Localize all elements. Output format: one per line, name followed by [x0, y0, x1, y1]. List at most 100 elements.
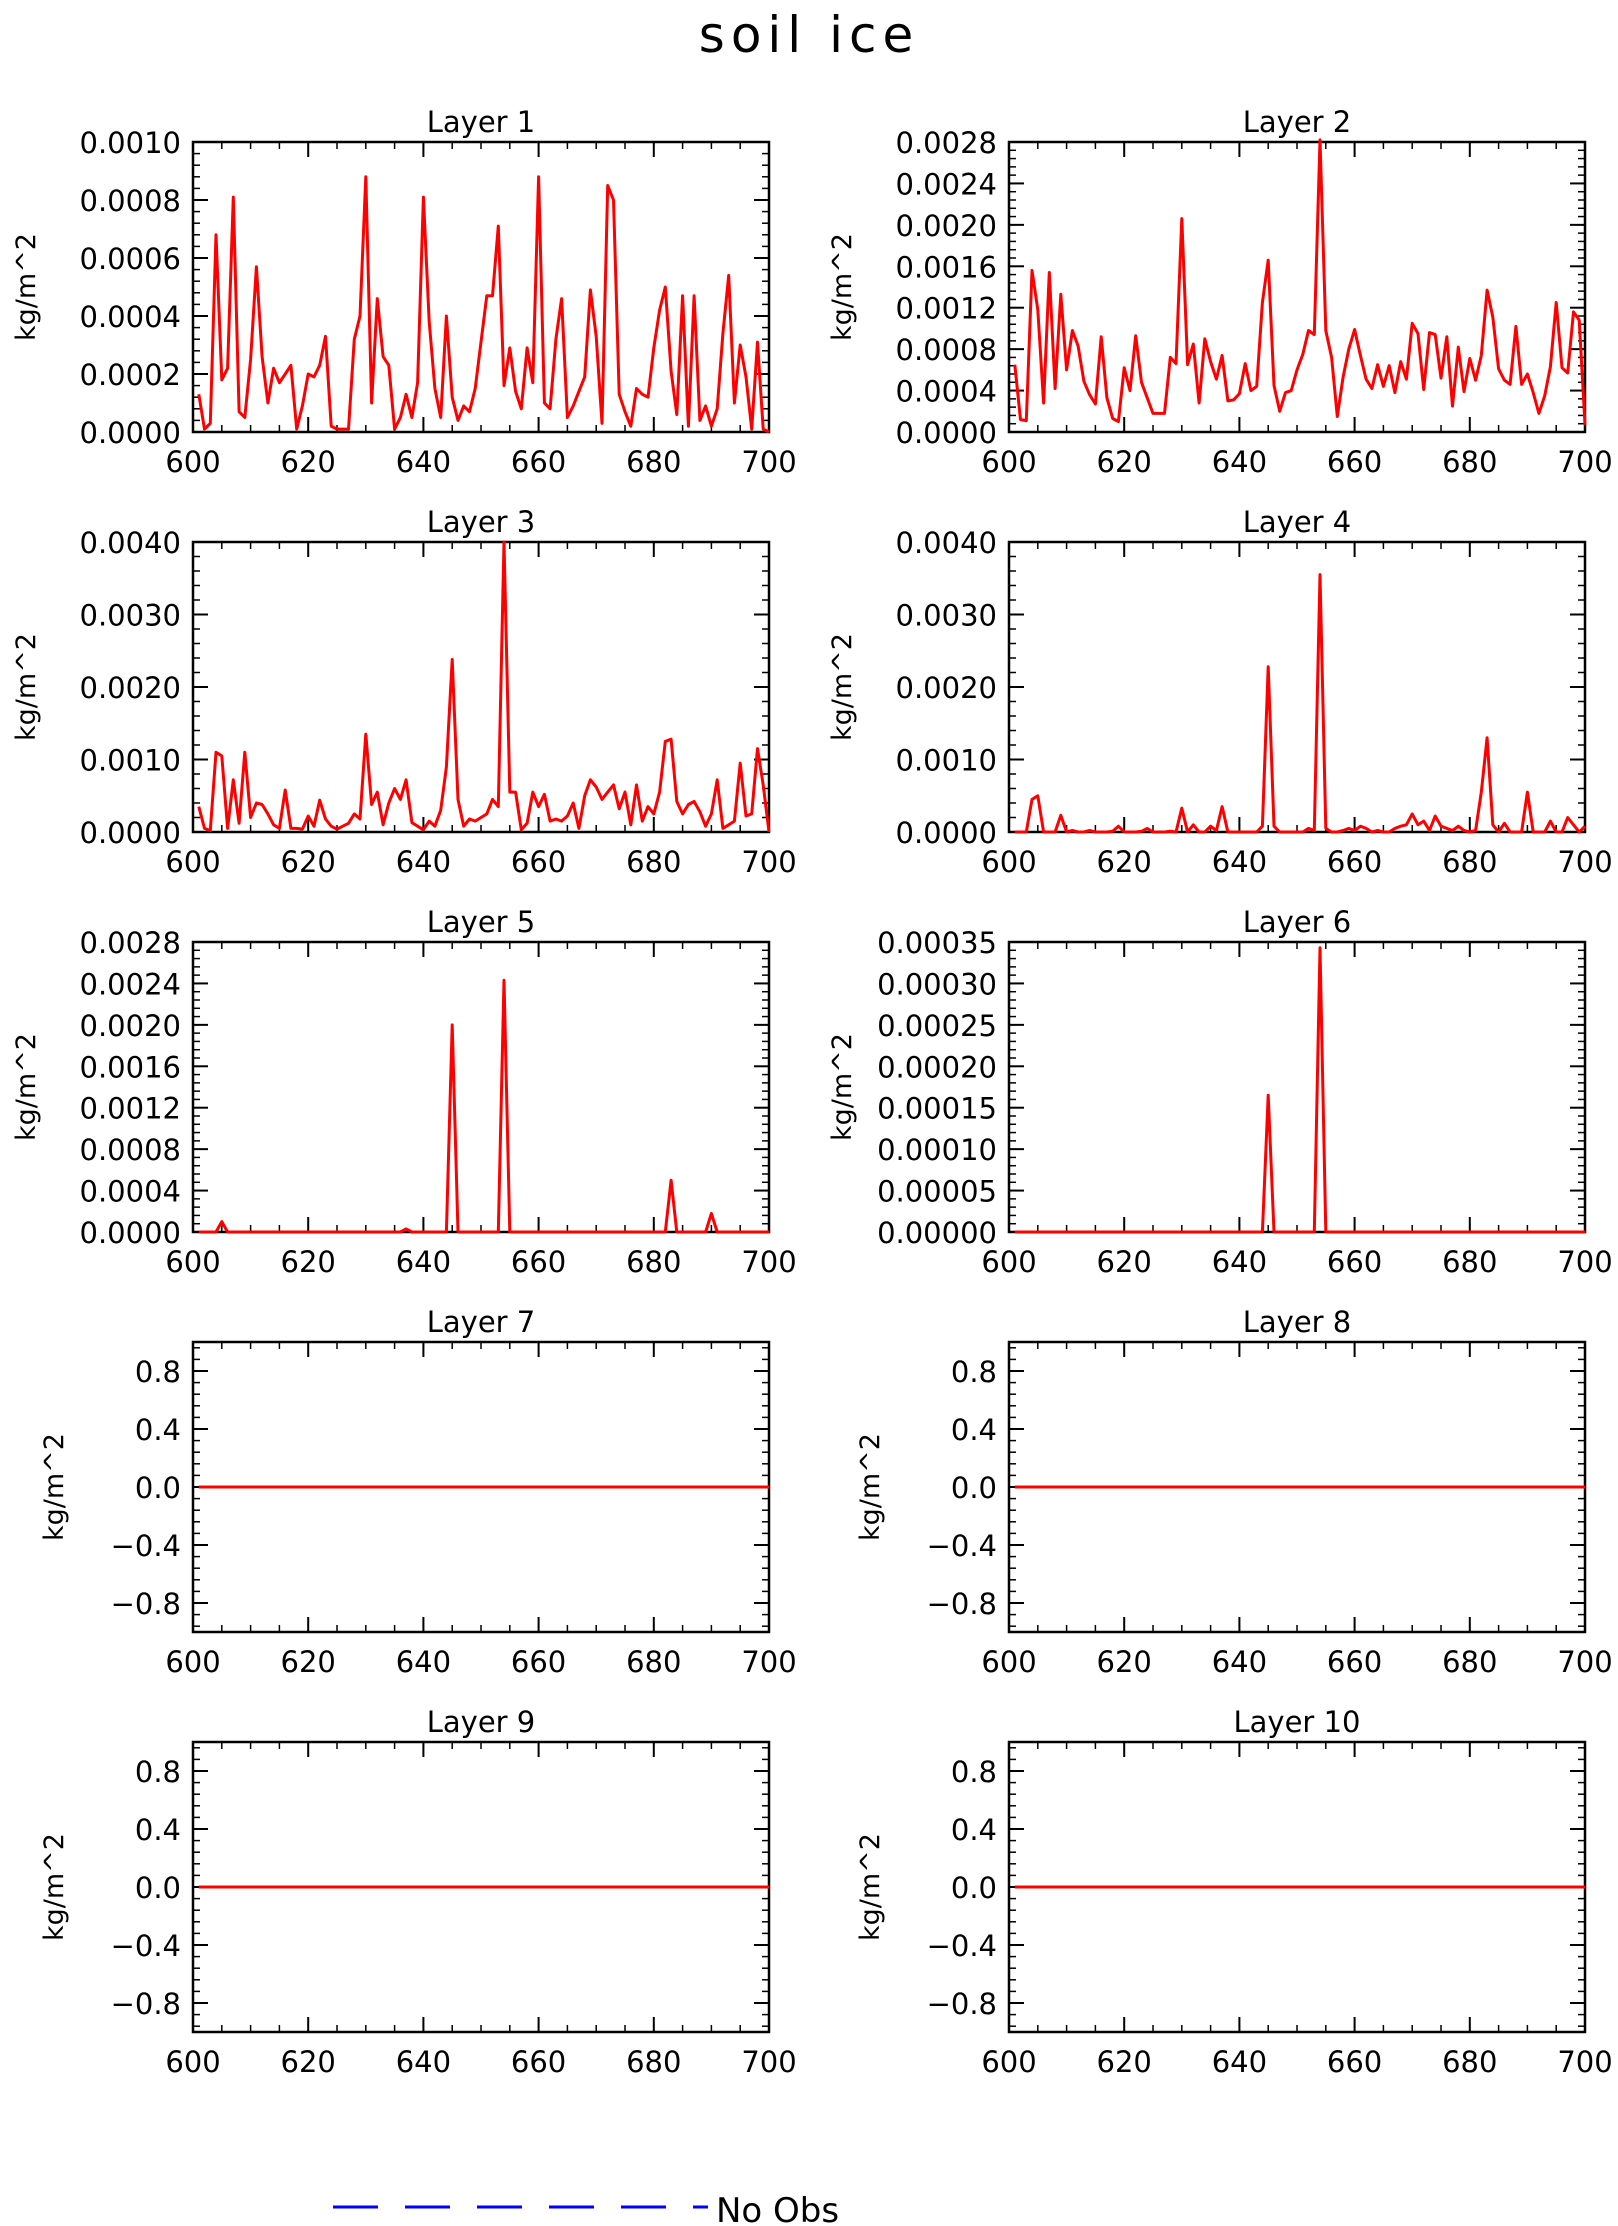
y-tick-label: −0.8	[927, 1587, 997, 1621]
y-tick-label: 0.4	[951, 1413, 997, 1447]
y-tick-label: 0.00005	[877, 1175, 997, 1209]
x-tick-label: 700	[1557, 1245, 1612, 1279]
y-tick-label: −0.4	[111, 1529, 181, 1563]
x-tick-label: 600	[981, 845, 1036, 879]
legend: No Obs	[333, 2191, 839, 2226]
x-tick-label: 680	[1442, 2045, 1497, 2079]
y-tick-label: 0.0008	[896, 333, 997, 367]
y-tick-label: 0.0004	[896, 375, 997, 409]
panel-title: Layer 10	[1234, 1705, 1361, 1739]
y-tick-label: 0.0	[135, 1471, 181, 1505]
y-tick-label: 0.0020	[80, 671, 181, 705]
x-tick-label: 660	[1327, 445, 1382, 479]
x-tick-label: 660	[511, 1645, 566, 1679]
x-tick-label: 640	[1212, 845, 1267, 879]
y-axis-label: kg/m^2	[11, 1033, 42, 1141]
y-tick-label: −0.8	[111, 1587, 181, 1621]
panel-title: Layer 1	[427, 105, 536, 139]
y-tick-label: 0.8	[135, 1355, 181, 1389]
y-tick-label: 0.00015	[877, 1092, 997, 1126]
x-tick-label: 620	[281, 445, 336, 479]
y-tick-label: 0.0008	[80, 1133, 181, 1167]
y-tick-label: 0.0	[951, 1871, 997, 1905]
y-tick-label: 0.0016	[80, 1050, 181, 1084]
y-tick-label: 0.0010	[80, 744, 181, 778]
y-tick-label: 0.0008	[80, 184, 181, 218]
x-tick-label: 660	[1327, 1645, 1382, 1679]
x-tick-label: 680	[626, 1245, 681, 1279]
x-tick-label: 660	[1327, 1245, 1382, 1279]
x-tick-label: 600	[165, 445, 220, 479]
x-tick-label: 640	[396, 2045, 451, 2079]
series-line	[1014, 573, 1587, 834]
y-tick-label: 0.0016	[896, 250, 997, 284]
x-tick-label: 680	[1442, 1245, 1497, 1279]
series-line	[197, 175, 770, 434]
y-tick-label: 0.0020	[896, 671, 997, 705]
y-tick-label: 0.0000	[80, 816, 181, 850]
y-tick-label: 0.0040	[896, 526, 997, 560]
x-tick-label: 600	[165, 2045, 220, 2079]
x-tick-label: 600	[165, 845, 220, 879]
panel-title: Layer 2	[1243, 105, 1352, 139]
y-tick-label: −0.4	[927, 1929, 997, 1963]
panel-layer-4: Layer 4 600 620 640 660 680 700 0.0000 0.0010 0.0…	[827, 505, 1613, 879]
y-tick-label: 0.0000	[896, 416, 997, 450]
x-tick-label: 620	[1097, 845, 1152, 879]
x-tick-label: 640	[396, 445, 451, 479]
x-tick-label: 660	[511, 1245, 566, 1279]
x-tick-label: 680	[1442, 445, 1497, 479]
panel-layer-3: Layer 3 600 620 640 660 680 700 0.0000 0.0010 0.0…	[11, 505, 797, 879]
y-tick-label: 0.00030	[877, 967, 997, 1001]
x-tick-label: 680	[626, 445, 681, 479]
y-tick-label: 0.00025	[877, 1009, 997, 1043]
y-axis-label: kg/m^2	[11, 633, 42, 741]
panel-layer-9: Layer 9 600 620 640 660 680 700 −0.8 −0.4 0.0 0.4 0…	[39, 1705, 797, 2079]
x-tick-label: 600	[981, 1245, 1036, 1279]
x-tick-label: 640	[396, 1645, 451, 1679]
y-tick-label: 0.00035	[877, 926, 997, 960]
x-tick-label: 680	[1442, 1645, 1497, 1679]
panel-title: Layer 8	[1243, 1305, 1352, 1339]
y-tick-label: 0.0004	[80, 300, 181, 334]
x-tick-label: 700	[741, 1645, 796, 1679]
panel-layer-10: Layer 10 600 620 640 660 680 700 −0.8 −0.4 0.0 0.4…	[855, 1705, 1613, 2079]
x-tick-label: 660	[511, 2045, 566, 2079]
y-tick-label: 0.0028	[896, 126, 997, 160]
x-tick-label: 700	[741, 2045, 796, 2079]
y-tick-label: 0.0020	[896, 209, 997, 243]
y-tick-label: −0.4	[111, 1929, 181, 1963]
x-tick-label: 600	[165, 1645, 220, 1679]
x-tick-label: 700	[741, 845, 796, 879]
x-tick-label: 680	[626, 2045, 681, 2079]
series-line	[197, 540, 771, 833]
panel-title: Layer 4	[1243, 505, 1352, 539]
panel-title: Layer 9	[427, 1705, 536, 1739]
x-tick-label: 620	[281, 1245, 336, 1279]
panel-title: Layer 6	[1243, 905, 1352, 939]
x-tick-label: 700	[741, 445, 796, 479]
y-tick-label: 0.0024	[80, 967, 181, 1001]
y-axis-label: kg/m^2	[855, 1833, 886, 1941]
x-tick-label: 620	[281, 1645, 336, 1679]
panel-layer-1: Layer 1 600 620 640 660 680 700 0.0000 0.0002 0.0…	[11, 105, 797, 479]
x-tick-label: 600	[981, 2045, 1036, 2079]
x-tick-label: 620	[1097, 1645, 1152, 1679]
y-axis-label: kg/m^2	[827, 633, 858, 741]
x-tick-label: 660	[511, 845, 566, 879]
x-tick-label: 600	[981, 445, 1036, 479]
panel-layer-2: Layer 2 600 620 640 660 680 700 0.0000 0.0004 0.0…	[827, 105, 1613, 479]
y-tick-label: 0.0012	[896, 292, 997, 326]
y-tick-label: 0.0020	[80, 1009, 181, 1043]
y-tick-label: 0.0	[951, 1471, 997, 1505]
y-tick-label: 0.0030	[896, 599, 997, 633]
x-tick-label: 640	[1212, 445, 1267, 479]
panel-layer-6: Layer 6 600 620 640 660 680 700 0.00000 0.00005 0…	[827, 905, 1613, 1279]
y-axis-label: kg/m^2	[827, 233, 858, 341]
y-tick-label: 0.8	[135, 1755, 181, 1789]
x-tick-label: 680	[626, 1645, 681, 1679]
y-axis-label: kg/m^2	[827, 1033, 858, 1141]
y-tick-label: 0.8	[951, 1355, 997, 1389]
x-tick-label: 620	[281, 2045, 336, 2079]
